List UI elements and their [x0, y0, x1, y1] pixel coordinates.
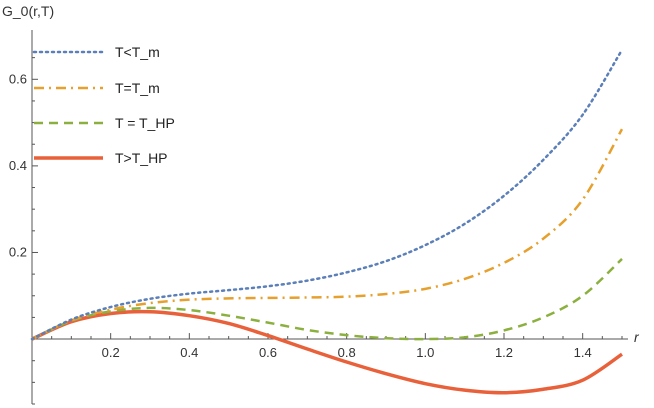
series-line-2 [31, 128, 624, 341]
y-tick-label: 0.4 [9, 158, 27, 173]
ticks: 0.2 0.4 0.6 0.8 1.0 1.2 1.4 0.2 0.4 0.6 [9, 57, 623, 405]
x-tick-label: 0.6 [259, 345, 277, 360]
series-line-4 [31, 309, 623, 395]
y-tick-label: 0.2 [9, 244, 27, 259]
series-line-1 [30, 48, 624, 341]
x-axis-label: r [634, 329, 640, 345]
x-tick-label: 1.2 [495, 345, 513, 360]
x-tick-label: 0.8 [338, 345, 356, 360]
x-tick-label: 1.4 [574, 345, 592, 360]
legend-label: T<T_m [115, 44, 160, 60]
axes [31, 30, 628, 404]
series-layer [30, 48, 624, 395]
legend-label: T=T_m [115, 80, 160, 96]
y-tick-label: 0.6 [9, 71, 27, 86]
x-tick-label: 0.4 [180, 345, 198, 360]
x-tick-label: 1.0 [416, 345, 434, 360]
legend: T<T_m T=T_m T = T_HP T>T_HP [32, 44, 175, 166]
legend-label: T = T_HP [115, 115, 175, 131]
legend-label: T>T_HP [115, 150, 168, 166]
y-axis-label: G_0(r,T) [2, 3, 54, 19]
x-tick-label: 0.2 [102, 345, 120, 360]
series-line-3 [31, 258, 623, 341]
